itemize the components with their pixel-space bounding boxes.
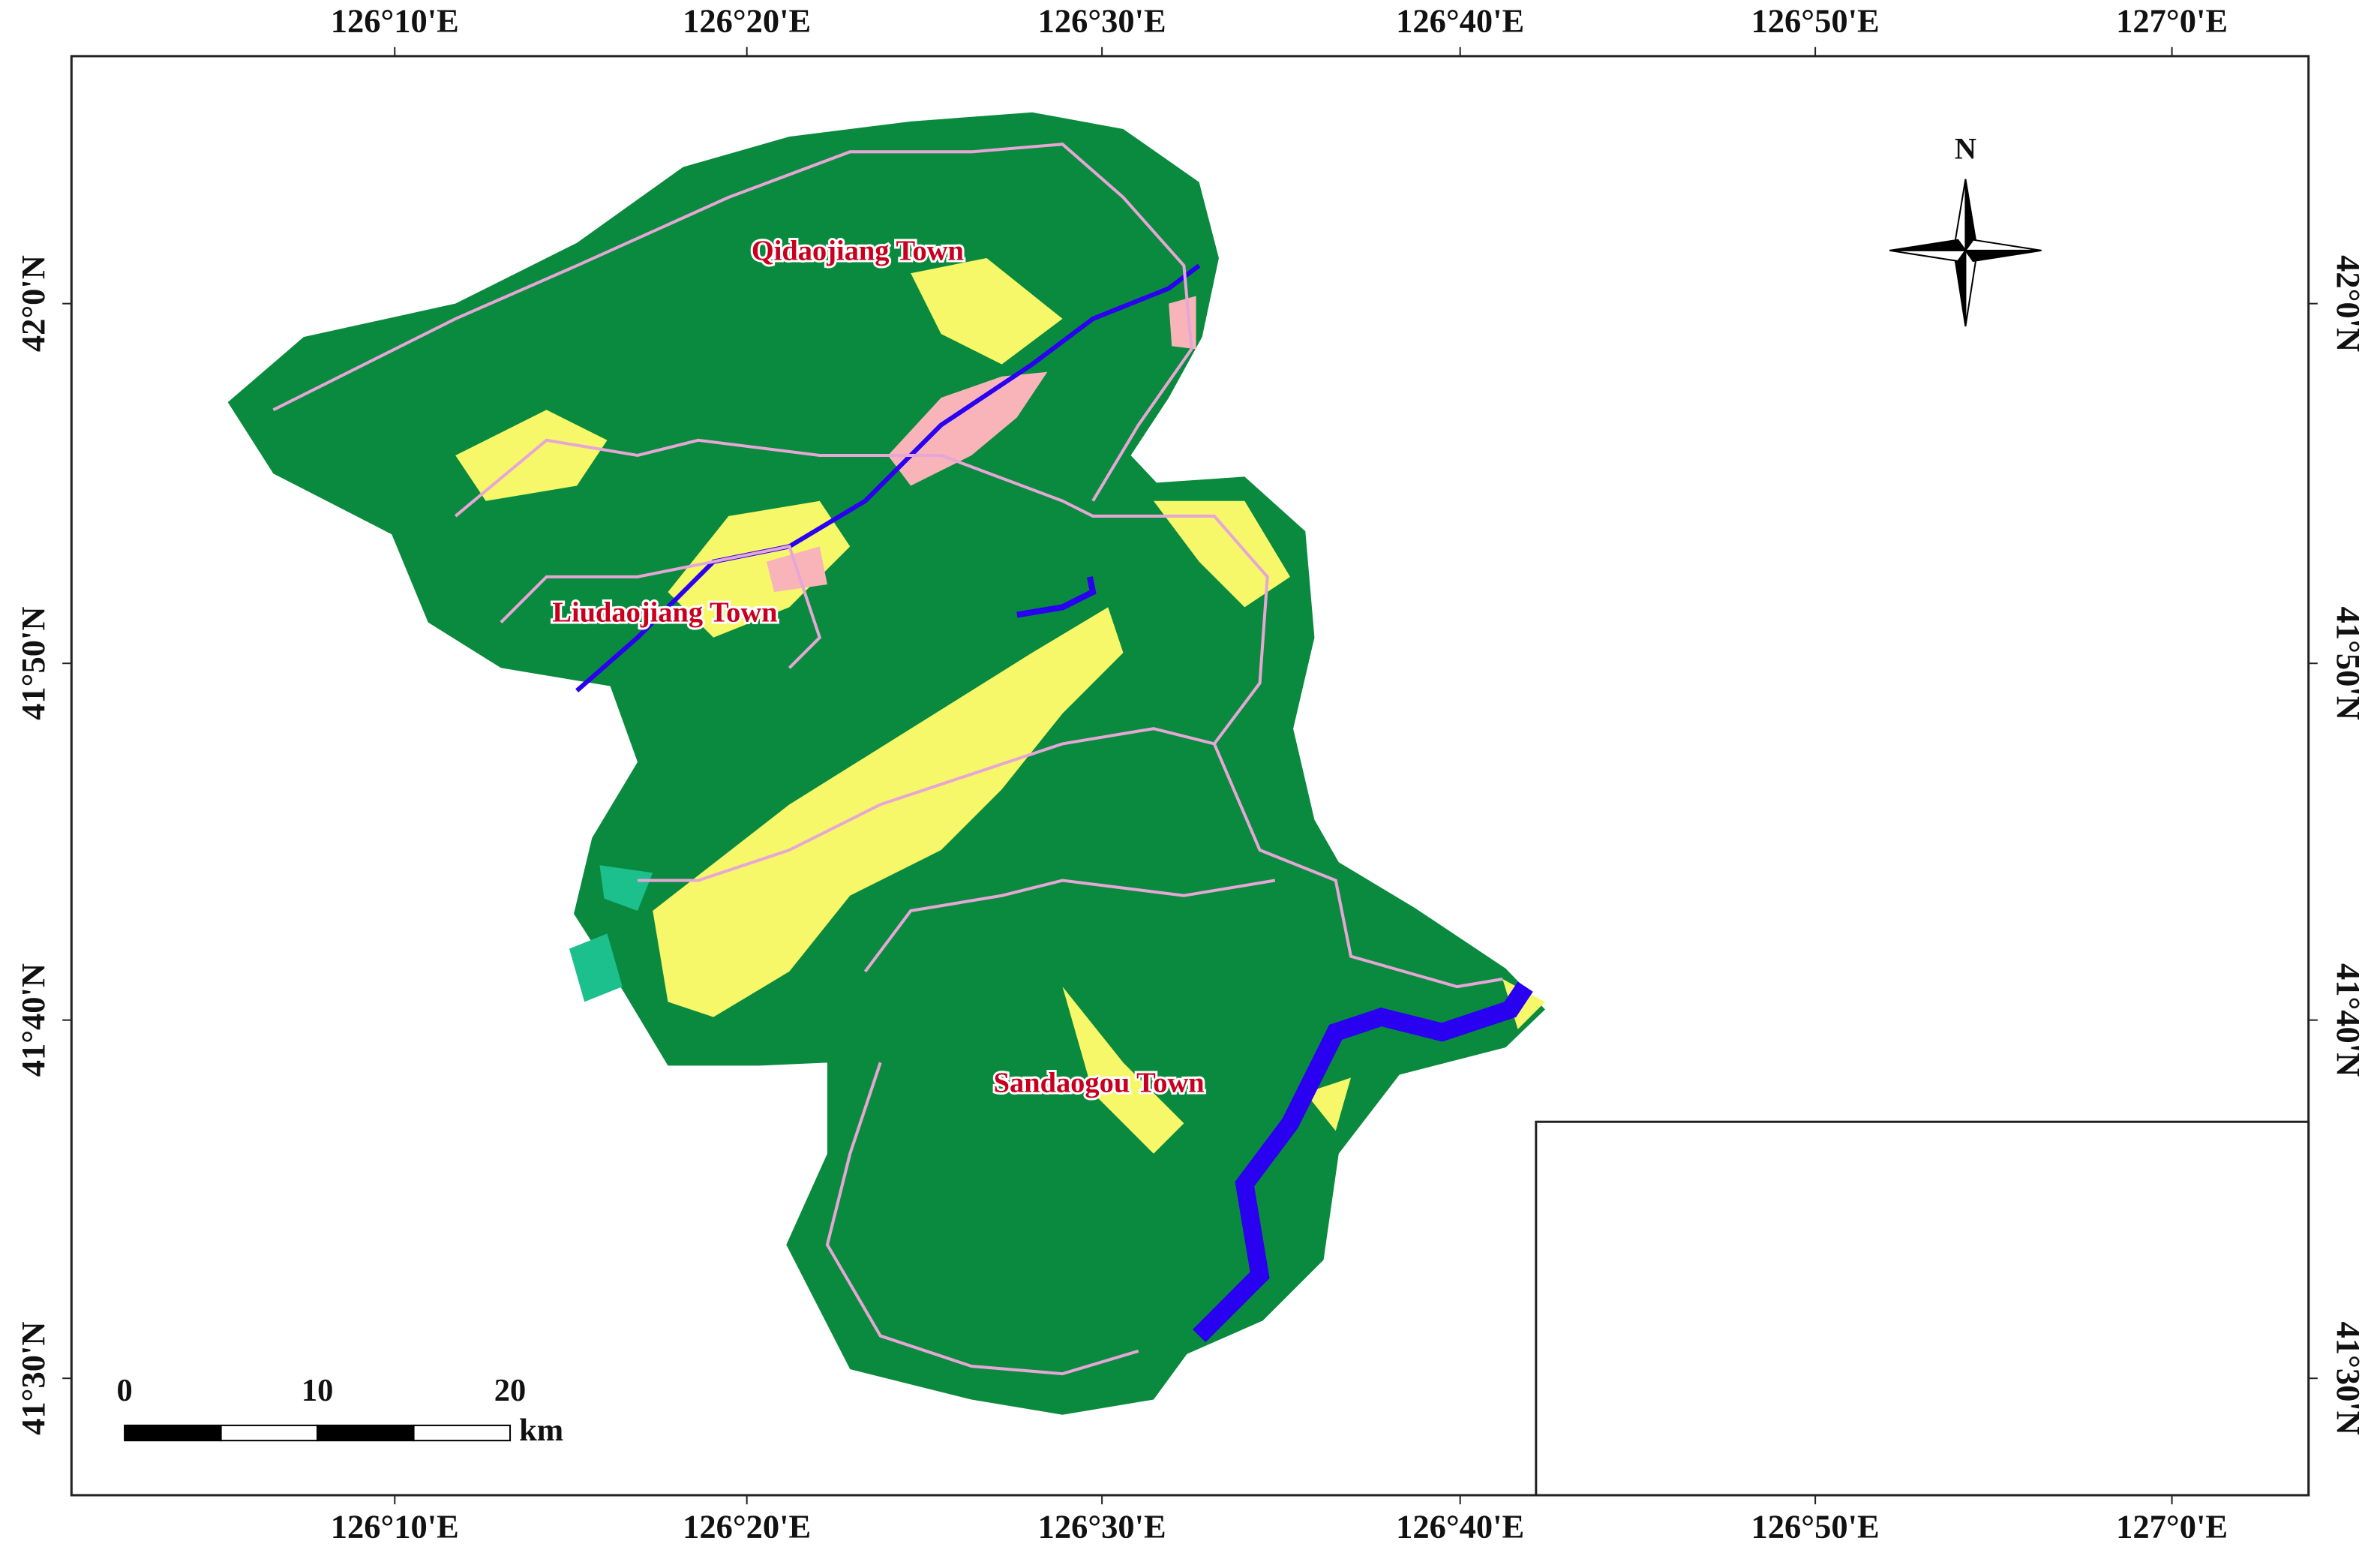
town-label: Liudaojiang Town [552,596,777,628]
scale-segment [413,1424,512,1442]
legend-box [1535,1120,2310,1497]
lat-label-left: 41°50'N [14,607,52,720]
lon-label-bottom: 127°0'E [2116,1508,2228,1545]
lat-label-right: 41°50'N [2330,607,2367,720]
lat-label-left: 42°0'N [14,255,52,352]
lon-label-top: 126°30'E [1038,2,1166,40]
lon-label-top: 126°40'E [1396,2,1524,40]
scale-label: 20 [494,1373,526,1408]
lat-label-left: 41°40'N [14,963,52,1077]
lat-label-right: 42°0'N [2330,255,2367,352]
lat-label-left: 41°30'N [14,1322,52,1435]
grassland-areas [569,865,653,1002]
scale-label: 0 [117,1373,133,1408]
town-label: Qidaojiang Town [752,236,964,267]
lon-label-top: 127°0'E [2116,2,2228,40]
lon-label-bottom: 126°10'E [331,1508,459,1545]
town-label: Sandaogou Town [994,1068,1205,1099]
lon-label-top: 126°20'E [683,2,811,40]
scale-unit: km [519,1413,563,1448]
town-boundaries [272,143,1503,1376]
lon-label-bottom: 126°50'E [1751,1508,1880,1545]
lon-label-top: 126°50'E [1751,2,1880,40]
scale-label: 10 [302,1373,333,1408]
lat-label-right: 41°40'N [2330,963,2367,1077]
scale-segment [220,1424,319,1442]
lon-label-bottom: 126°30'E [1038,1508,1166,1545]
lon-label-bottom: 126°20'E [683,1508,811,1545]
lon-label-top: 126°10'E [331,2,459,40]
scale-segment [124,1424,222,1442]
north-arrow [1889,179,2042,327]
scale-segment [317,1424,415,1442]
north-label: N [1955,132,1976,166]
lon-label-bottom: 126°40'E [1396,1508,1524,1545]
cultivated-field-areas [455,257,1545,1154]
water-bodies [575,263,1533,1343]
lat-label-right: 41°30'N [2330,1322,2367,1435]
